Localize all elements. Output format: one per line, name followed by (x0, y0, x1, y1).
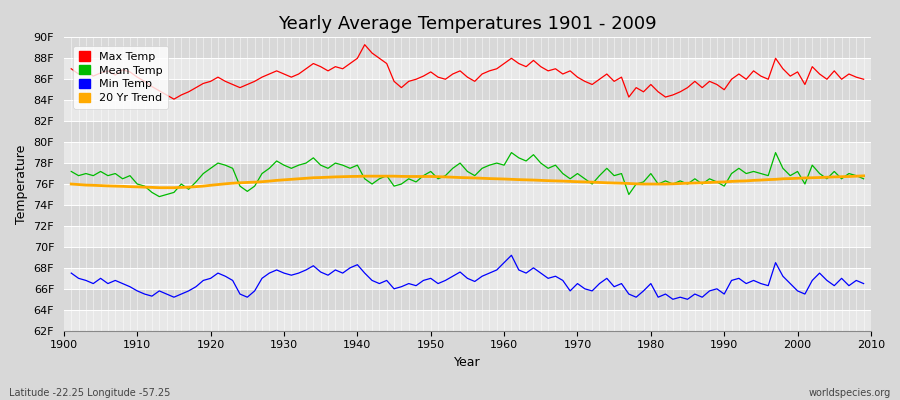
Mean Temp (293, 163, 304, 168)
20 Yr Trend (293, 176, 304, 181)
Max Temp (66, 66, 77, 71)
20 Yr Trend (154, 185, 165, 190)
Max Temp (293, 72, 304, 76)
Min Temp (491, 268, 502, 272)
Y-axis label: Temperature: Temperature (15, 144, 28, 224)
Max Temp (506, 56, 517, 61)
Max Temp (513, 61, 524, 66)
Bar (64, 289, 871, 310)
Mean Temp (601, 166, 612, 171)
20 Yr Trend (594, 180, 605, 185)
Max Temp (859, 77, 869, 82)
Title: Yearly Average Temperatures 1901 - 2009: Yearly Average Temperatures 1901 - 2009 (278, 15, 657, 33)
Min Temp (499, 260, 509, 265)
Max Temp (338, 66, 348, 71)
Bar (64, 163, 871, 184)
Mean Temp (499, 163, 509, 168)
20 Yr Trend (506, 177, 517, 182)
Min Temp (124, 284, 135, 289)
X-axis label: Year: Year (454, 356, 481, 369)
Bar (64, 142, 871, 163)
Bar (64, 310, 871, 331)
Mean Temp (154, 194, 165, 199)
20 Yr Trend (66, 182, 77, 186)
Mean Temp (124, 173, 135, 178)
Line: Mean Temp: Mean Temp (71, 152, 864, 197)
Line: Min Temp: Min Temp (71, 255, 864, 299)
Bar (64, 268, 871, 289)
Min Temp (506, 253, 517, 258)
Line: Max Temp: Max Temp (71, 45, 864, 99)
Bar (64, 100, 871, 121)
Line: 20 Yr Trend: 20 Yr Trend (71, 176, 864, 188)
Legend: Max Temp, Mean Temp, Min Temp, 20 Yr Trend: Max Temp, Mean Temp, Min Temp, 20 Yr Tre… (74, 46, 168, 109)
Min Temp (66, 271, 77, 276)
Bar (64, 79, 871, 100)
20 Yr Trend (499, 176, 509, 181)
Text: Latitude -22.25 Longitude -57.25: Latitude -22.25 Longitude -57.25 (9, 388, 170, 398)
Bar (64, 226, 871, 247)
Bar (64, 184, 871, 205)
Bar (64, 247, 871, 268)
Min Temp (330, 268, 341, 272)
Max Temp (168, 97, 179, 102)
Min Temp (668, 297, 679, 302)
Max Temp (359, 42, 370, 47)
Min Temp (859, 281, 869, 286)
20 Yr Trend (859, 174, 869, 178)
Text: worldspecies.org: worldspecies.org (809, 388, 891, 398)
Min Temp (286, 273, 297, 278)
Bar (64, 205, 871, 226)
Bar (64, 37, 871, 58)
Mean Temp (513, 156, 524, 160)
20 Yr Trend (124, 184, 135, 189)
20 Yr Trend (338, 174, 348, 179)
Mean Temp (66, 169, 77, 174)
Max Temp (601, 72, 612, 76)
Bar (64, 121, 871, 142)
Mean Temp (338, 163, 348, 168)
Mean Temp (859, 176, 869, 181)
Mean Temp (506, 150, 517, 155)
Bar (64, 58, 871, 79)
Min Temp (594, 281, 605, 286)
Max Temp (124, 70, 135, 74)
